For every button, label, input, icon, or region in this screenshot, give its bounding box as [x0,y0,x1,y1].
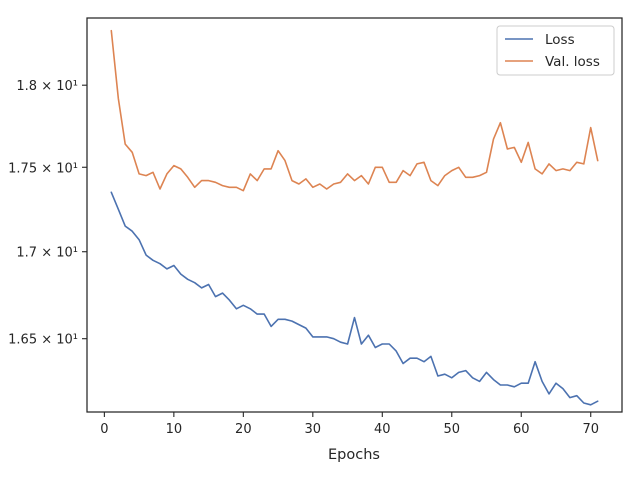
x-tick-label: 0 [100,422,108,437]
y-tick-label: 1.65 × 10¹ [8,333,78,348]
x-tick-label: 60 [513,422,530,437]
y-tick-label: 1.75 × 10¹ [8,161,78,176]
x-tick-label: 30 [305,422,322,437]
x-tick-label: 50 [443,422,460,437]
x-tick-label: 70 [582,422,599,437]
series-line-val-loss [110,29,599,192]
legend-label: Val. loss [545,54,600,70]
ticks-layer: 0 10 20 30 40 50 60 70 1.65 × 10¹ 1.7 × 10¹ 1.75 ×… [8,79,599,437]
x-tick-label: 40 [374,422,391,437]
y-tick-label: 1.7 × 10¹ [16,246,78,261]
legend-label: Loss [545,32,575,48]
series-line-loss [110,191,599,406]
x-tick-label: 20 [235,422,252,437]
x-axis-label: Epochs [328,447,380,463]
plot-area [86,17,623,413]
series-layer [110,29,599,406]
legend: Loss Val. loss [496,25,615,76]
y-tick-label: 1.8 × 10¹ [16,79,78,94]
axes-frame [86,17,623,413]
x-tick-label: 10 [166,422,183,437]
